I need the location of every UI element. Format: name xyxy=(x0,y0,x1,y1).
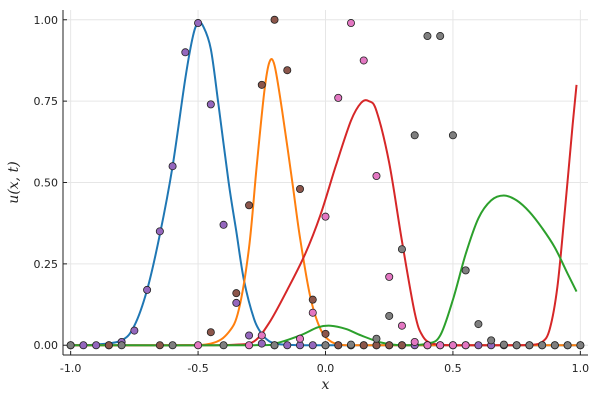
axes: -1.0 -0.5 0.0 0.5 1.0 0.00 0.25 0.50 0.75 1.00 xyxy=(34,10,590,375)
scatter-point-s4 xyxy=(385,311,394,320)
scatter-point-s3 xyxy=(423,341,432,350)
scatter-point-s1 xyxy=(92,341,101,350)
x-tick-label: -1.0 xyxy=(60,362,81,375)
scatter-point-s4 xyxy=(461,266,470,275)
scatter-point-s1 xyxy=(474,341,483,350)
y-tick-label: 1.00 xyxy=(34,14,59,27)
grid xyxy=(63,10,588,355)
scatter-point-s2 xyxy=(397,341,406,350)
scatter-point-s1 xyxy=(143,285,152,294)
scatter-point-s4 xyxy=(487,336,496,345)
scatter-point-s3 xyxy=(308,308,317,317)
series-line-3 xyxy=(70,84,578,347)
scatter-point-s4 xyxy=(576,341,585,350)
scatter-point-s2 xyxy=(308,295,317,304)
scatter-point-s2 xyxy=(296,185,305,194)
y-tick-label: 0.00 xyxy=(34,339,59,352)
scatter-point-s1 xyxy=(232,298,241,307)
scatter-point-s4 xyxy=(512,341,521,350)
scatter-point-s3 xyxy=(334,93,343,102)
scatter-point-s2 xyxy=(232,289,241,298)
scatter-point-s4 xyxy=(423,32,432,41)
scatter-point-s4 xyxy=(66,341,75,350)
scatter-point-s4 xyxy=(448,131,457,140)
scatter-point-s1 xyxy=(168,162,177,171)
scatter-point-s1 xyxy=(206,100,215,109)
scatter-point-s2 xyxy=(359,341,368,350)
x-tick-label: 0.5 xyxy=(444,362,462,375)
scatter-markers xyxy=(66,15,585,350)
scatter-point-s2 xyxy=(321,329,330,338)
scatter-point-s3 xyxy=(410,337,419,346)
x-tick-label: -0.5 xyxy=(187,362,208,375)
scatter-point-s4 xyxy=(525,341,534,350)
scatter-point-s3 xyxy=(257,331,266,340)
scatter-point-s1 xyxy=(245,331,254,340)
scatter-point-s2 xyxy=(245,201,254,210)
scatter-point-s2 xyxy=(104,341,113,350)
scatter-point-s3 xyxy=(372,171,381,180)
scatter-point-s3 xyxy=(245,341,254,350)
scatter-point-s4 xyxy=(270,341,279,350)
scatter-point-s2 xyxy=(270,15,279,24)
x-axis-label: x xyxy=(322,377,330,393)
scatter-point-s4 xyxy=(346,340,355,349)
scatter-point-s4 xyxy=(168,341,177,350)
scatter-point-s3 xyxy=(296,334,305,343)
scatter-point-s3 xyxy=(359,56,368,65)
scatter-point-s4 xyxy=(117,341,126,350)
scatter-point-s1 xyxy=(181,48,190,57)
x-tick-label: 1.0 xyxy=(572,362,590,375)
scatter-point-s4 xyxy=(474,320,483,329)
scatter-point-s2 xyxy=(257,80,266,89)
scatter-point-s1 xyxy=(257,339,266,348)
scatter-point-s1 xyxy=(155,227,164,236)
scatter-point-s4 xyxy=(321,341,330,350)
scatter-point-s3 xyxy=(194,341,203,350)
scatter-point-s4 xyxy=(563,341,572,350)
scatter-point-s1 xyxy=(308,341,317,350)
scatter-point-s4 xyxy=(372,334,381,343)
x-tick-label: 0.0 xyxy=(317,362,335,375)
scatter-point-s4 xyxy=(397,245,406,254)
scatter-point-s4 xyxy=(499,340,508,349)
scatter-point-s2 xyxy=(206,328,215,337)
scatter-point-s2 xyxy=(385,341,394,350)
scatter-point-s4 xyxy=(219,341,228,350)
scatter-point-s3 xyxy=(346,19,355,28)
y-tick-label: 0.50 xyxy=(34,177,59,190)
scatter-point-s2 xyxy=(155,341,164,350)
scatter-point-s4 xyxy=(410,131,419,140)
scatter-point-s1 xyxy=(130,326,139,335)
scatter-point-s4 xyxy=(436,32,445,41)
scatter-point-s1 xyxy=(283,341,292,350)
scatter-point-s3 xyxy=(385,272,394,281)
scatter-point-s3 xyxy=(448,341,457,350)
scatter-point-s1 xyxy=(194,19,203,28)
scatter-point-s2 xyxy=(283,66,292,75)
scatter-point-s1 xyxy=(219,220,228,229)
scatter-point-s3 xyxy=(397,321,406,330)
series-line-4 xyxy=(70,194,578,347)
scatter-point-s4 xyxy=(550,341,559,350)
scatter-point-s3 xyxy=(436,341,445,350)
y-axis-label: u(x, t) xyxy=(6,161,22,203)
scatter-point-s3 xyxy=(321,212,330,221)
y-tick-label: 0.25 xyxy=(34,258,59,271)
scatter-point-s2 xyxy=(334,341,343,350)
scatter-point-s1 xyxy=(79,341,88,350)
scatter-point-s3 xyxy=(461,341,470,350)
scatter-point-s4 xyxy=(538,341,547,350)
y-tick-label: 0.75 xyxy=(34,95,59,108)
